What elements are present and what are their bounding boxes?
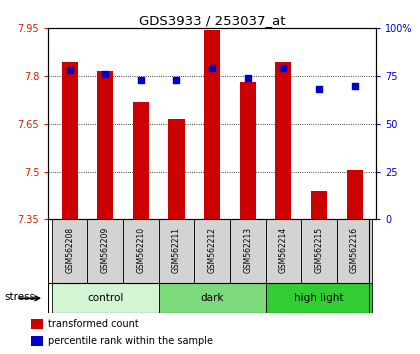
Text: GSM562216: GSM562216 [350, 227, 359, 273]
Text: GSM562211: GSM562211 [172, 227, 181, 273]
Bar [265, 283, 373, 313]
Text: GSM562212: GSM562212 [207, 227, 217, 273]
Text: control: control [87, 293, 123, 303]
Text: GSM562209: GSM562209 [101, 227, 110, 273]
Point [102, 72, 109, 77]
Text: GSM562215: GSM562215 [315, 227, 323, 273]
Text: dark: dark [200, 293, 224, 303]
Point [244, 75, 251, 81]
Bar [346, 170, 362, 219]
Bar [240, 82, 256, 219]
Bar [97, 71, 113, 219]
Point [315, 87, 322, 92]
Text: GSM562213: GSM562213 [243, 227, 252, 273]
Point [173, 77, 180, 83]
Bar [204, 30, 220, 219]
Text: high light: high light [294, 293, 344, 303]
Point [209, 65, 215, 71]
Bar [301, 219, 337, 283]
Point [351, 83, 358, 88]
Point [137, 77, 144, 83]
Bar [52, 283, 159, 313]
Bar [31, 336, 43, 346]
Bar [159, 219, 194, 283]
Bar [87, 219, 123, 283]
Text: GSM562208: GSM562208 [65, 227, 74, 273]
Text: percentile rank within the sample: percentile rank within the sample [48, 336, 213, 346]
Text: transformed count: transformed count [48, 319, 139, 329]
Title: GDS3933 / 253037_at: GDS3933 / 253037_at [139, 14, 285, 27]
Bar [133, 102, 149, 219]
Bar [31, 319, 43, 329]
Bar [62, 62, 78, 219]
Bar [265, 219, 301, 283]
Bar [337, 219, 373, 283]
Text: GSM562210: GSM562210 [136, 227, 145, 273]
Bar [159, 283, 265, 313]
Bar [52, 219, 87, 283]
Bar [311, 191, 327, 219]
Point [66, 68, 73, 73]
Point [280, 65, 287, 71]
Bar [230, 219, 265, 283]
Bar [275, 62, 291, 219]
Bar [168, 119, 184, 219]
Bar [123, 219, 159, 283]
Text: stress: stress [4, 292, 35, 302]
Text: GSM562214: GSM562214 [279, 227, 288, 273]
Bar [194, 219, 230, 283]
